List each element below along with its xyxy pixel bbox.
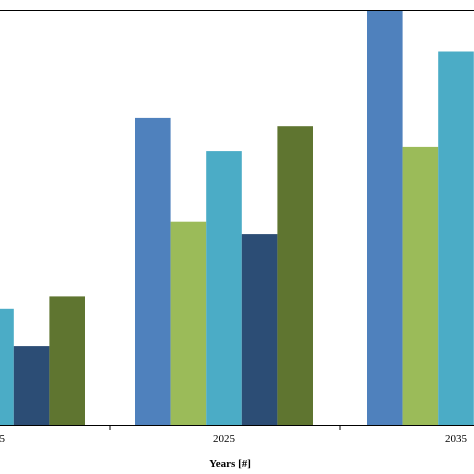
bar-2035-series-3 [438, 51, 474, 425]
x-tick-label-2015: 5 [0, 433, 6, 445]
x-axis-title: Years [#] [209, 458, 251, 470]
x-tick-label-2025: 2025 [213, 433, 236, 445]
bar-2015-series-4 [13, 346, 50, 425]
bar-2015-series-3 [0, 308, 14, 425]
x-axis-tick-labels: 5 2025 2035 [0, 433, 468, 445]
bar-2025-series-2 [170, 221, 207, 425]
bar-2025-series-5 [277, 126, 313, 425]
bar-2025-series-3 [206, 151, 242, 425]
x-axis-ticks [109, 425, 341, 430]
bar-2025-series-4 [241, 234, 278, 425]
x-tick-label-2035: 2035 [445, 433, 468, 445]
bar-2035-series-2 [402, 146, 439, 425]
bar-2035-series-1 [367, 10, 403, 425]
bar-2015-series-5 [49, 296, 85, 425]
bar-2025-series-1 [135, 117, 171, 426]
bars-group [0, 10, 474, 426]
